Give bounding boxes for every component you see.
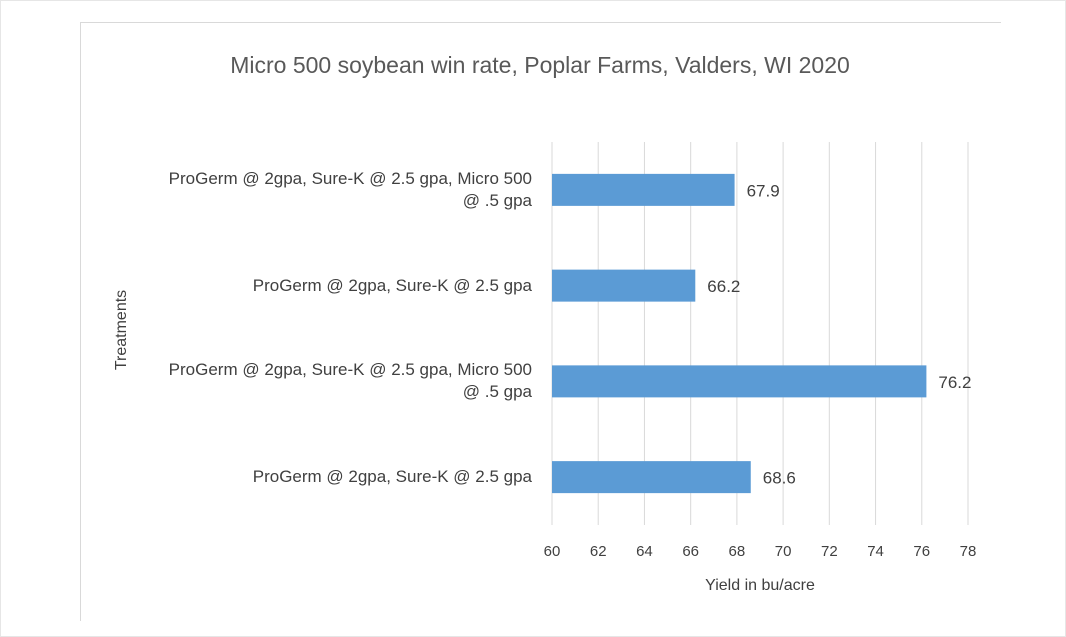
bar: [552, 461, 751, 494]
x-axis-title: Yield in bu/acre: [705, 577, 815, 594]
x-tick-label: 64: [636, 543, 653, 560]
chart-area: [80, 22, 1001, 621]
y-tick-label: ProGerm @ 2gpa, Sure-K @ 2.5 gpa, Micro …: [168, 360, 532, 402]
y-tick-label: ProGerm @ 2gpa, Sure-K @ 2.5 gpa, Micro …: [168, 168, 532, 210]
x-tick-label: 76: [913, 543, 930, 560]
x-tick-label: 68: [729, 543, 746, 560]
bar: [552, 365, 927, 398]
x-tick-label: 66: [682, 543, 699, 560]
data-label: 76.2: [938, 373, 971, 392]
x-tick-label: 78: [960, 543, 977, 560]
x-tick-label: 72: [821, 543, 838, 560]
bar: [552, 173, 735, 206]
bar: [552, 269, 696, 302]
x-tick-label: 74: [867, 543, 884, 560]
x-tick-label: 62: [590, 543, 607, 560]
x-tick-label: 70: [775, 543, 792, 560]
y-tick-label: ProGerm @ 2gpa, Sure-K @ 2.5 gpa: [252, 275, 532, 295]
data-label: 66.2: [707, 277, 740, 296]
data-label: 68.6: [763, 469, 796, 488]
chart-title: Micro 500 soybean win rate, Poplar Farms…: [230, 52, 850, 78]
y-tick-label: ProGerm @ 2gpa, Sure-K @ 2.5 gpa: [252, 467, 532, 487]
y-axis-title: Treatments: [113, 290, 130, 370]
x-tick-label: 60: [544, 543, 561, 560]
data-label: 67.9: [747, 181, 780, 200]
